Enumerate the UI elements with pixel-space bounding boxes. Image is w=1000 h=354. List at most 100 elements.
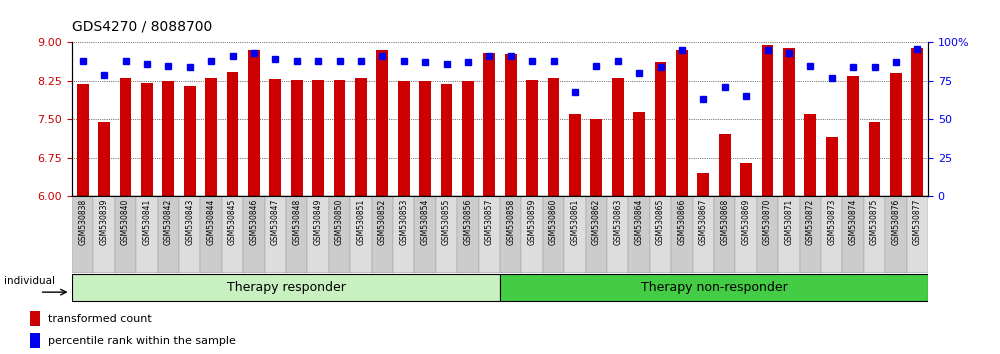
Text: GSM530871: GSM530871: [784, 199, 793, 245]
Bar: [307, 196, 329, 273]
Bar: [30, 312, 40, 326]
Text: GSM530861: GSM530861: [570, 199, 579, 245]
Bar: [350, 196, 372, 273]
Bar: [93, 196, 115, 273]
Text: GSM530852: GSM530852: [378, 199, 387, 245]
Text: GSM530864: GSM530864: [635, 199, 644, 245]
Bar: [136, 196, 158, 273]
FancyBboxPatch shape: [500, 274, 928, 301]
Bar: [633, 112, 645, 196]
Bar: [847, 76, 859, 196]
Bar: [521, 196, 543, 273]
Bar: [265, 196, 286, 273]
Text: GSM530875: GSM530875: [870, 199, 879, 245]
Bar: [655, 62, 666, 196]
Bar: [329, 196, 350, 273]
Text: GSM530870: GSM530870: [763, 199, 772, 245]
Bar: [77, 84, 89, 196]
Bar: [200, 196, 222, 273]
Bar: [826, 137, 838, 196]
Bar: [885, 196, 907, 273]
Bar: [243, 196, 265, 273]
Bar: [590, 120, 602, 196]
Text: GSM530842: GSM530842: [164, 199, 173, 245]
Bar: [564, 196, 586, 273]
Text: GSM530873: GSM530873: [827, 199, 836, 245]
Bar: [222, 196, 243, 273]
Text: GSM530840: GSM530840: [121, 199, 130, 245]
Bar: [334, 80, 345, 196]
Bar: [414, 196, 436, 273]
Bar: [911, 48, 923, 196]
FancyBboxPatch shape: [72, 274, 500, 301]
Bar: [355, 79, 367, 196]
Bar: [543, 196, 564, 273]
Bar: [735, 196, 757, 273]
Text: GSM530877: GSM530877: [913, 199, 922, 245]
Bar: [778, 196, 800, 273]
Bar: [671, 196, 693, 273]
Text: GSM530841: GSM530841: [142, 199, 151, 245]
Bar: [719, 134, 731, 196]
Bar: [569, 114, 581, 196]
Text: GSM530844: GSM530844: [207, 199, 216, 245]
Bar: [757, 196, 778, 273]
Text: percentile rank within the sample: percentile rank within the sample: [48, 336, 236, 346]
Text: GSM530839: GSM530839: [100, 199, 109, 245]
Bar: [158, 196, 179, 273]
Bar: [762, 45, 773, 196]
Bar: [783, 48, 795, 196]
Bar: [500, 196, 521, 273]
Bar: [179, 196, 200, 273]
Text: GSM530862: GSM530862: [592, 199, 601, 245]
Text: GSM530866: GSM530866: [677, 199, 686, 245]
Bar: [612, 79, 624, 196]
Bar: [483, 53, 495, 196]
Text: Therapy responder: Therapy responder: [227, 281, 345, 294]
Bar: [291, 80, 303, 196]
Bar: [184, 86, 196, 196]
Text: GSM530867: GSM530867: [699, 199, 708, 245]
Bar: [205, 79, 217, 196]
Bar: [419, 81, 431, 196]
Text: GSM530843: GSM530843: [185, 199, 194, 245]
Bar: [714, 196, 735, 273]
Text: GSM530860: GSM530860: [549, 199, 558, 245]
Text: transformed count: transformed count: [48, 314, 152, 324]
Text: GSM530847: GSM530847: [271, 199, 280, 245]
Bar: [607, 196, 628, 273]
Bar: [372, 196, 393, 273]
Bar: [697, 173, 709, 196]
Bar: [864, 196, 885, 273]
Text: GDS4270 / 8088700: GDS4270 / 8088700: [72, 19, 212, 33]
Bar: [505, 54, 517, 196]
Text: individual: individual: [4, 276, 55, 286]
Text: GSM530848: GSM530848: [292, 199, 301, 245]
Text: GSM530850: GSM530850: [335, 199, 344, 245]
Text: GSM530858: GSM530858: [506, 199, 515, 245]
Bar: [376, 50, 388, 196]
Text: GSM530855: GSM530855: [442, 199, 451, 245]
Bar: [890, 73, 902, 196]
Bar: [526, 80, 538, 196]
Bar: [457, 196, 479, 273]
Bar: [393, 196, 414, 273]
Text: GSM530865: GSM530865: [656, 199, 665, 245]
Bar: [120, 79, 131, 196]
Bar: [227, 72, 238, 196]
Bar: [628, 196, 650, 273]
Text: GSM530859: GSM530859: [528, 199, 537, 245]
Bar: [869, 122, 880, 196]
Text: GSM530849: GSM530849: [314, 199, 323, 245]
Text: Therapy non-responder: Therapy non-responder: [641, 281, 787, 294]
Bar: [441, 84, 452, 196]
Text: GSM530872: GSM530872: [806, 199, 815, 245]
Bar: [548, 79, 559, 196]
Bar: [650, 196, 671, 273]
Bar: [586, 196, 607, 273]
Text: GSM530838: GSM530838: [78, 199, 87, 245]
Bar: [115, 196, 136, 273]
Bar: [312, 80, 324, 196]
Bar: [30, 333, 40, 348]
Text: GSM530876: GSM530876: [891, 199, 900, 245]
